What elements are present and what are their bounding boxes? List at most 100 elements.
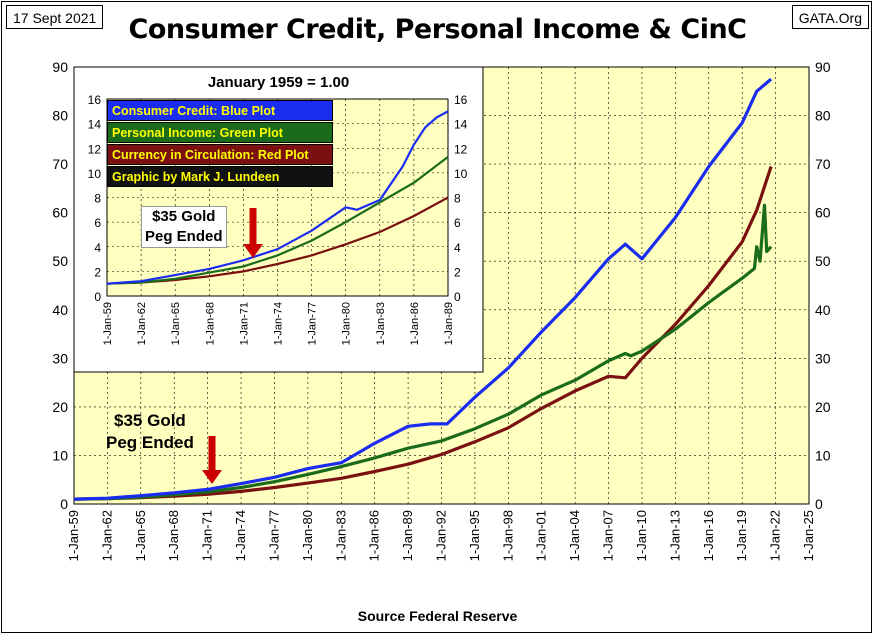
main-ytick-left: 40	[52, 302, 68, 318]
chart-title: Consumer Credit, Personal Income & CinC	[128, 14, 747, 45]
inset-xtick: 1-Jan-83	[375, 302, 387, 345]
main-ytick-left: 50	[52, 253, 68, 269]
main-xtick: 1-Jan-59	[66, 510, 81, 561]
main-ytick-right: 10	[815, 447, 831, 463]
inset-xtick: 1-Jan-80	[341, 302, 353, 345]
inset-peg-line-2: Peg Ended	[145, 228, 223, 245]
main-ytick-left: 20	[52, 399, 68, 415]
inset-xtick: 1-Jan-89	[443, 302, 455, 345]
inset-ytick-left: 6	[94, 216, 101, 230]
main-ytick-left: 0	[60, 496, 68, 512]
legend-credit: Graphic by Mark J. Lundeen	[107, 166, 333, 187]
main-xtick: 1-Jan-65	[133, 510, 148, 561]
main-peg-line-2: Peg Ended	[106, 433, 194, 452]
main-xtick: 1-Jan-01	[534, 510, 549, 561]
inset-ytick-left: 16	[88, 93, 102, 107]
inset-xtick: 1-Jan-62	[136, 302, 148, 345]
inset-peg-annotation: $35 Gold Peg Ended	[141, 206, 227, 248]
inset-xtick: 1-Jan-68	[204, 302, 216, 345]
main-ytick-left: 70	[52, 156, 68, 172]
main-line-personal-income	[73, 203, 773, 501]
inset-arrow-icon-shaft	[249, 208, 257, 246]
date-label: 17 Sept 2021	[6, 5, 104, 29]
inset-xtick: 1-Jan-71	[238, 302, 250, 345]
source-label: Source Federal Reserve	[357, 608, 518, 624]
inset-xtick: 1-Jan-77	[307, 302, 319, 345]
main-xtick: 1-Jan-04	[567, 510, 582, 561]
inset-ytick-left: 8	[94, 192, 101, 206]
inset-ytick-left: 10	[88, 167, 102, 181]
main-xtick: 1-Jan-98	[500, 510, 515, 561]
inset-arrow-icon	[243, 208, 263, 258]
main-arrow-icon-shaft	[208, 436, 216, 472]
inset-ytick-right: 12	[454, 142, 468, 156]
main-ytick-left: 10	[52, 447, 68, 463]
main-ytick-right: 20	[815, 399, 831, 415]
inset-arrow-icon-head	[243, 244, 263, 258]
main-ytick-left: 60	[52, 205, 68, 221]
main-ytick-right: 70	[815, 156, 831, 172]
inset-ytick-right: 14	[454, 118, 468, 132]
inset-ytick-right: 8	[454, 192, 461, 206]
main-xtick: 1-Jan-13	[667, 510, 682, 561]
main-xtick: 1-Jan-77	[266, 510, 281, 561]
inset-ytick-left: 12	[88, 142, 102, 156]
main-line-currency	[73, 165, 773, 501]
main-xtick: 1-Jan-71	[200, 510, 215, 561]
inset-line-consumer-credit	[106, 110, 449, 285]
inset-ytick-right: 2	[454, 265, 461, 279]
main-xtick: 1-Jan-86	[367, 510, 382, 561]
main-peg-line-1: $35 Gold	[114, 411, 186, 430]
inset-xtick: 1-Jan-65	[170, 302, 182, 345]
main-xtick: 1-Jan-62	[99, 510, 114, 561]
main-xtick: 1-Jan-83	[333, 510, 348, 561]
legend-personal-income: Personal Income: Green Plot	[107, 122, 333, 143]
main-xtick: 1-Jan-19	[734, 510, 749, 561]
inset-xtick: 1-Jan-74	[273, 302, 285, 345]
main-ytick-right: 90	[815, 59, 831, 75]
inset-ytick-right: 6	[454, 216, 461, 230]
main-ytick-left: 30	[52, 350, 68, 366]
main-xtick: 1-Jan-10	[634, 510, 649, 561]
main-peg-annotation: $35 Gold Peg Ended	[106, 410, 194, 454]
inset-line-personal-income	[106, 156, 449, 285]
main-xtick: 1-Jan-16	[701, 510, 716, 561]
main-ytick-left: 90	[52, 59, 68, 75]
main-xtick: 1-Jan-92	[434, 510, 449, 561]
main-ytick-right: 50	[815, 253, 831, 269]
main-xtick: 1-Jan-22	[768, 510, 783, 561]
inset-ytick-left: 2	[94, 265, 101, 279]
main-ytick-right: 0	[815, 496, 823, 512]
main-ytick-right: 60	[815, 205, 831, 221]
inset-ytick-right: 0	[454, 290, 461, 304]
legend-consumer-credit: Consumer Credit: Blue Plot	[107, 100, 333, 121]
site-label: GATA.Org	[791, 5, 869, 29]
main-line-consumer-credit	[73, 77, 773, 501]
main-ytick-right: 80	[815, 108, 831, 124]
main-arrow-icon	[202, 436, 222, 484]
inset-ytick-right: 16	[454, 93, 468, 107]
inset-ytick-right: 4	[454, 241, 461, 255]
main-xtick: 1-Jan-95	[467, 510, 482, 561]
main-ytick-left: 80	[52, 108, 68, 124]
main-xtick: 1-Jan-80	[300, 510, 315, 561]
inset-ytick-left: 4	[94, 241, 101, 255]
inset-peg-line-1: $35 Gold	[152, 208, 216, 225]
main-ytick-right: 30	[815, 350, 831, 366]
inset-xtick: 1-Jan-59	[102, 302, 114, 345]
inset-ytick-left: 14	[88, 118, 102, 132]
main-xtick: 1-Jan-25	[801, 510, 816, 561]
main-xtick: 1-Jan-89	[400, 510, 415, 561]
inset-title: January 1959 = 1.00	[207, 74, 350, 91]
main-arrow-icon-head	[202, 470, 222, 484]
main-xtick: 1-Jan-68	[166, 510, 181, 561]
legend-currency: Currency in Circulation: Red Plot	[107, 144, 333, 165]
main-xtick: 1-Jan-74	[233, 510, 248, 561]
inset-xtick: 1-Jan-86	[409, 302, 421, 345]
main-ytick-right: 40	[815, 302, 831, 318]
inset-ytick-left: 0	[94, 290, 101, 304]
main-xtick: 1-Jan-07	[601, 510, 616, 561]
inset-ytick-right: 10	[454, 167, 468, 181]
